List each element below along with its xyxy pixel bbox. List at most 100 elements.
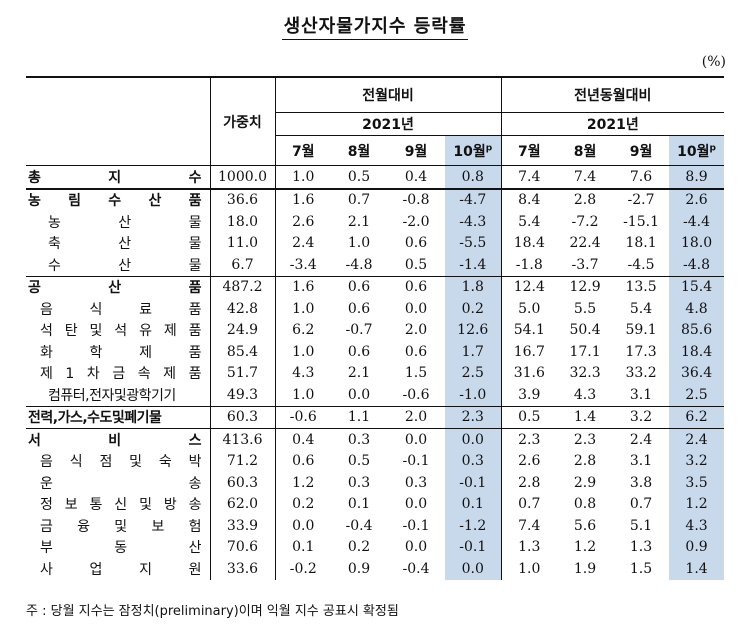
table-row: 전력,가스,수도및폐기물 60.3 -0.6 1.1 2.0 2.3 0.5 1.4 3.2 6.… xyxy=(26,405,725,429)
row-label: 사 업 지 원 xyxy=(40,561,202,578)
yoy-cell: 13.5 xyxy=(613,275,670,298)
mom-cell: -0.4 xyxy=(345,517,373,534)
table-row: 농 산 물 18.0 2.6 2.1 -2.0 -4.3 5.4 -7.2 -15.1 -4.4 xyxy=(26,211,725,233)
yoy-cell: 5.1 xyxy=(629,517,653,534)
mom-cell: -0.1 xyxy=(402,453,430,470)
yoy-cell: 2.6 xyxy=(518,453,541,470)
mom-cell: -0.6 xyxy=(402,386,430,403)
yoy-cell: 8.4 xyxy=(501,187,558,211)
row-label: 수 산 물 xyxy=(48,257,202,274)
yoy-cell: 3.2 xyxy=(613,405,670,429)
mom-cell: 2.0 xyxy=(387,405,445,429)
mom-cell: 2.1 xyxy=(347,365,371,382)
yoy-cell: 2.4 xyxy=(669,428,725,451)
row-label: 정 보 통 신 및 방 송 xyxy=(40,497,202,514)
mom-cell: -2.0 xyxy=(402,213,430,230)
table-row: 음 식 점 및 숙 박 71.2 0.6 0.5 -0.1 0.3 2.6 2.8 3.1 3.2 xyxy=(26,450,725,472)
mom-cell: -0.8 xyxy=(387,187,445,211)
mom-cell: -0.1 xyxy=(445,536,502,558)
mom-cell: 0.6 xyxy=(404,235,428,252)
mom-cell: 0.8 xyxy=(445,165,502,189)
table-row: 농 림 수 산 품 36.6 1.6 0.7 -0.8 -4.7 8.4 2.8 -2.7 2.6 xyxy=(26,187,725,211)
table-row: 금 융 및 보 험 33.9 0.0 -0.4 -0.1 -1.2 7.4 5.6 5.1 4.3 xyxy=(26,515,725,537)
mom-cell: -0.1 xyxy=(445,472,502,494)
yoy-cell: 2.8 xyxy=(557,187,614,211)
row-label: 농 산 물 xyxy=(48,214,202,231)
yoy-cell: 33.2 xyxy=(625,365,657,382)
yoy-cell: 32.3 xyxy=(569,365,601,382)
mom-cell: 0.7 xyxy=(331,187,387,211)
mom-cell: 1.0 xyxy=(292,300,315,317)
weight-cell: 60.3 xyxy=(209,472,276,494)
yoy-cell: 54.1 xyxy=(513,322,545,339)
yoy-cell: 17.3 xyxy=(625,343,657,360)
mom-cell: 1.7 xyxy=(445,341,502,363)
weight-cell: 18.0 xyxy=(209,211,276,233)
mom-month-header: 8월 xyxy=(347,143,371,160)
yoy-cell: 4.3 xyxy=(573,386,597,403)
yoy-cell: -3.7 xyxy=(571,256,599,273)
row-label: 운 송 xyxy=(40,475,202,492)
yoy-cell: -7.2 xyxy=(571,213,599,230)
mom-cell: -0.7 xyxy=(345,322,373,339)
table-row: 석 탄 및 석 유 제 품 24.9 6.2 -0.7 2.0 12.6 54.1 50.4 5… xyxy=(26,319,725,341)
yoy-month-header: 7월 xyxy=(517,143,541,160)
yoy-cell: -4.5 xyxy=(627,256,655,273)
mom-cell: 0.0 xyxy=(404,300,428,317)
mom-cell: -1.2 xyxy=(445,515,502,537)
yoy-cell: 3.8 xyxy=(629,474,653,491)
mom-cell: 2.4 xyxy=(292,235,315,252)
mom-cell: 1.6 xyxy=(275,187,331,211)
table-body: 총 지 수 1000.0 1.0 0.5 0.4 0.8 7.4 7.4 7.6 8.9 농 림 수… xyxy=(26,165,725,580)
yoy-cell: 18.0 xyxy=(669,232,725,254)
mom-cell: 0.3 xyxy=(347,474,371,491)
yoy-cell: 2.9 xyxy=(573,474,597,491)
ppi-table: 가중치 전월대비 전년동월대비 2021년 2021년 7월 8월 9월 10월… xyxy=(26,76,725,580)
mom-cell: 6.2 xyxy=(292,322,315,339)
mom-cell: -1.0 xyxy=(445,384,502,406)
mom-cell: -1.4 xyxy=(445,254,502,276)
mom-month-header: 7월 xyxy=(291,143,315,160)
yoy-cell: 2.5 xyxy=(669,384,725,406)
label-header xyxy=(26,77,210,166)
weight-cell: 487.2 xyxy=(209,275,276,298)
yoy-cell: 5.4 xyxy=(518,213,541,230)
weight-cell: 49.3 xyxy=(209,384,276,406)
yoy-cell: 12.4 xyxy=(501,275,558,298)
mom-cell: 0.6 xyxy=(387,275,445,298)
yoy-cell: 1.5 xyxy=(629,560,653,577)
yoy-cell: 1.2 xyxy=(573,539,597,556)
table-row: 총 지 수 1000.0 1.0 0.5 0.4 0.8 7.4 7.4 7.6 8.9 xyxy=(26,165,725,189)
weight-cell: 6.7 xyxy=(209,254,276,276)
page-title: 생산자물가지수 등락률 xyxy=(0,12,750,40)
mom-cell: -3.4 xyxy=(289,256,317,273)
yoy-cell: 7.4 xyxy=(573,168,597,185)
yoy-cell: 2.8 xyxy=(518,474,541,491)
mom-cell: 1.1 xyxy=(331,405,387,429)
unit-label: (%) xyxy=(701,54,726,70)
mom-cell: 0.2 xyxy=(347,539,371,556)
yoy-month-header-current: 10월p xyxy=(669,135,725,166)
table-row: 서 비 스 413.6 0.4 0.3 0.0 0.0 2.3 2.3 2.4 2.4 xyxy=(26,428,725,451)
row-label: 제 1 차 금 속 제 품 xyxy=(40,366,202,383)
table-row: 사 업 지 원 33.6 -0.2 0.9 -0.4 0.0 1.0 1.9 1.5 1.4 xyxy=(26,558,725,580)
yoy-cell: 1.9 xyxy=(573,560,597,577)
mom-month-header-current: 10월p xyxy=(445,135,502,166)
row-label: 전력,가스,수도및폐기물 xyxy=(26,405,210,429)
mom-cell: 1.0 xyxy=(347,235,371,252)
mom-cell: -5.5 xyxy=(445,232,502,254)
month-label: 10월 xyxy=(453,143,486,160)
table-row: 수 산 물 6.7 -3.4 -4.8 0.5 -1.4 -1.8 -3.7 -4.5 -4.8 xyxy=(26,254,725,276)
table-row: 축 산 물 11.0 2.4 1.0 0.6 -5.5 18.4 22.4 18.1 18.0 xyxy=(26,232,725,254)
weight-header: 가중치 xyxy=(209,77,276,166)
table-row: 정 보 통 신 및 방 송 62.0 0.2 0.1 0.0 0.1 0.7 0.8 0.7 1.… xyxy=(26,493,725,515)
yoy-cell: 5.0 xyxy=(518,300,541,317)
yoy-cell: 1.4 xyxy=(669,558,725,580)
weight-cell: 413.6 xyxy=(209,428,276,451)
mom-cell: 0.0 xyxy=(445,428,502,451)
weight-cell: 71.2 xyxy=(209,450,276,472)
footnote: 주 : 당월 지수는 잠정치(preliminary)이며 익월 지수 공표시 … xyxy=(26,604,399,619)
mom-cell: 0.6 xyxy=(331,275,387,298)
yoy-cell: 18.1 xyxy=(625,235,657,252)
yoy-cell: 3.1 xyxy=(629,453,653,470)
